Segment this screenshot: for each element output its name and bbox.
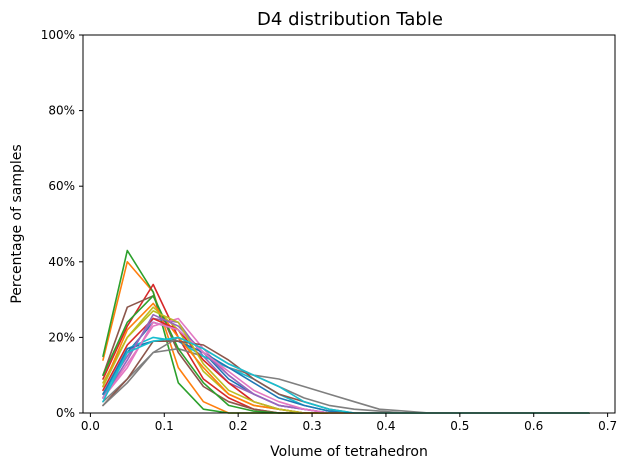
y-tick-label: 20% xyxy=(48,330,75,344)
x-tick-label: 0.5 xyxy=(450,419,469,433)
x-tick-label: 0.1 xyxy=(155,419,174,433)
y-tick-label: 80% xyxy=(48,104,75,118)
series-group xyxy=(102,249,590,414)
plot-frame xyxy=(82,34,616,414)
y-tick-label: 0% xyxy=(56,406,75,420)
y-tick-label: 40% xyxy=(48,255,75,269)
x-axis-label: Volume of tetrahedron xyxy=(270,444,428,460)
series-line-6 xyxy=(102,294,590,414)
x-tick-label: 0.6 xyxy=(524,419,543,433)
x-tick-label: 0.0 xyxy=(81,419,100,433)
y-tick-label: 60% xyxy=(48,179,75,193)
y-tick-label: 100% xyxy=(41,28,75,42)
chart-title: D4 distribution Table xyxy=(257,9,443,30)
series-line-13 xyxy=(102,294,590,414)
x-tick-label: 0.2 xyxy=(229,419,248,433)
x-tick-label: 0.3 xyxy=(303,419,322,433)
x-axis: 0.0 0.1 0.2 0.3 0.4 0.5 0.6 0.7 xyxy=(81,413,617,433)
x-tick-label: 0.4 xyxy=(376,419,395,433)
y-axis-label: Percentage of samples xyxy=(9,144,25,303)
y-axis: 0% 20% 40% 60% 80% 100% xyxy=(41,28,83,420)
x-tick-label: 0.7 xyxy=(598,419,617,433)
